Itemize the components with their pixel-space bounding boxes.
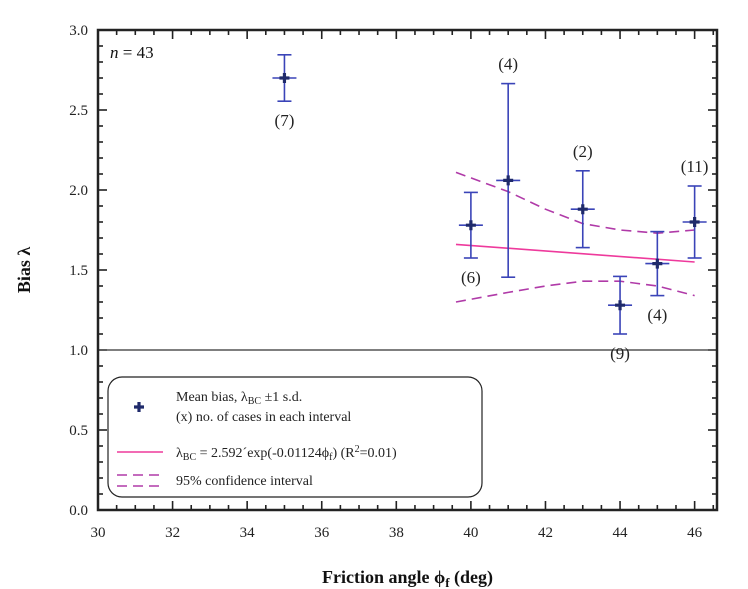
mean-bias-point bbox=[652, 258, 663, 269]
mean-bias-point bbox=[615, 300, 626, 311]
x-tick-label: 44 bbox=[613, 525, 629, 541]
fit-line bbox=[455, 243, 695, 263]
y-tick-label: 0.5 bbox=[69, 423, 88, 439]
case-count-label: (7) bbox=[275, 111, 295, 130]
ci-lower-line bbox=[455, 280, 695, 303]
x-tick-label: 30 bbox=[91, 525, 106, 541]
annotation-value: = 43 bbox=[119, 43, 154, 62]
case-count-label: (6) bbox=[461, 268, 481, 287]
x-axis-title-symbol: ϕ bbox=[434, 567, 445, 587]
legend-entry-mean-bias: Mean bias, λBC ±1 s.d. bbox=[176, 390, 302, 407]
mean-bias-point bbox=[465, 220, 476, 231]
legend-entry-fit: λBC = 2.592´exp(-0.01124ϕf) (R2=0.01) bbox=[176, 444, 397, 463]
x-axis-title-unit: (deg) bbox=[454, 567, 493, 588]
mean-bias-point bbox=[503, 175, 514, 186]
legend-entry-ci: 95% confidence interval bbox=[176, 474, 313, 489]
plot-frame bbox=[96, 28, 719, 512]
chart-marks: (7) (6) (4) (2) (9) (4) (11) bbox=[98, 53, 717, 363]
y-tick-label: 3.0 bbox=[69, 23, 88, 39]
x-axis-title-text: Friction angle bbox=[322, 567, 429, 587]
x-tick-label: 38 bbox=[389, 525, 404, 541]
x-tick-label: 46 bbox=[687, 525, 703, 541]
case-count-label: (11) bbox=[681, 157, 709, 176]
annotation-n: n bbox=[110, 43, 119, 62]
legend-entry-counts: (x) no. of cases in each interval bbox=[176, 410, 351, 425]
case-count-label: (4) bbox=[647, 306, 667, 325]
x-tick-label: 42 bbox=[538, 525, 553, 541]
ci-upper-line bbox=[455, 171, 695, 235]
legend: Mean bias, λBC ±1 s.d. (x) no. of cases … bbox=[107, 376, 483, 498]
y-tick-label: 2.5 bbox=[69, 103, 88, 119]
mean-bias-point bbox=[577, 204, 588, 215]
x-axis-title-sub: f bbox=[445, 575, 450, 589]
legend-box bbox=[107, 376, 483, 498]
y-tick-label: 1.0 bbox=[69, 343, 88, 359]
y-tick-label: 1.5 bbox=[69, 263, 88, 279]
legend-marker-icon bbox=[134, 402, 144, 412]
case-count-label: (2) bbox=[573, 142, 593, 161]
legend-marker-shape bbox=[134, 402, 144, 412]
x-axis-title: Friction angle ϕf (deg) bbox=[322, 567, 493, 589]
y-tick-label: 0.0 bbox=[69, 503, 88, 519]
case-count-label: (9) bbox=[610, 344, 630, 363]
x-tick-label: 32 bbox=[165, 525, 180, 541]
case-count-label: (4) bbox=[498, 55, 518, 74]
y-tick-label: 2.0 bbox=[69, 183, 88, 199]
x-tick-label: 36 bbox=[314, 525, 330, 541]
mean-bias-point bbox=[279, 73, 290, 83]
y-axis-title: Bias λ bbox=[14, 247, 34, 294]
mean-bias-point bbox=[689, 217, 700, 227]
x-tick-label: 34 bbox=[240, 525, 256, 541]
sample-size-annotation: n = 43 bbox=[110, 43, 154, 62]
x-tick-label: 40 bbox=[463, 525, 478, 541]
